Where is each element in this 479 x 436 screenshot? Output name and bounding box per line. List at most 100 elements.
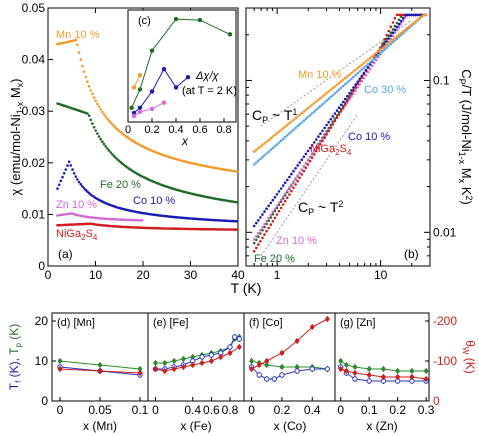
b-point <box>404 14 407 17</box>
b-series-Fe <box>252 13 428 245</box>
a-point <box>114 156 117 159</box>
b-point <box>356 72 360 75</box>
b-point <box>393 36 397 40</box>
b-point <box>312 101 316 105</box>
dg-xtick-label: 0 <box>57 403 64 417</box>
b-point <box>377 55 380 59</box>
c-xtick-label: 0.6 <box>192 124 207 136</box>
b-point <box>397 33 401 36</box>
b-point <box>368 67 372 71</box>
b-point <box>381 44 384 47</box>
panel-a: 0 10 20 30 40 0 0.01 0.02 0.03 0.04 0.05 (a) χ (em… <box>8 1 245 282</box>
b-point <box>294 126 297 130</box>
label-a-mn: Mn 10 % <box>56 29 100 41</box>
dg-point <box>338 358 343 364</box>
b-point <box>327 90 331 93</box>
b-point <box>286 123 289 127</box>
b-point <box>383 40 386 44</box>
b-point <box>257 243 260 246</box>
panel-g-xlabel: x (Zn) <box>366 419 397 433</box>
b-point <box>364 74 368 77</box>
b-point <box>263 233 266 236</box>
b-point <box>323 126 326 130</box>
dg-point <box>249 358 254 364</box>
b-point <box>375 58 378 62</box>
b-point <box>277 130 281 133</box>
label-b-mn: Mn 10 % <box>298 69 342 81</box>
panel-g-frame <box>334 312 430 402</box>
b-point <box>263 154 266 157</box>
b-point <box>306 149 310 153</box>
a-point <box>112 154 116 158</box>
b-point <box>273 216 277 220</box>
b-point <box>352 75 355 79</box>
b-point <box>360 80 364 83</box>
a-point <box>89 89 92 92</box>
b-point <box>344 97 347 101</box>
b-point <box>356 66 360 70</box>
a-ytick-label: 0.01 <box>22 207 46 221</box>
b-point <box>401 13 405 17</box>
dg-ytick-label-left: 20 <box>35 314 49 328</box>
b-point <box>337 111 341 114</box>
b-point <box>273 133 277 137</box>
b-point <box>364 64 368 68</box>
b-point <box>254 238 258 242</box>
b-point <box>389 31 393 34</box>
b-point <box>362 71 366 75</box>
b-point <box>288 175 291 179</box>
c-point <box>161 100 167 105</box>
dg-xtick-label: 0.4 <box>304 403 321 417</box>
b-point <box>321 103 324 106</box>
label-b-niga2s4: NiGa2S4 <box>310 143 352 157</box>
b-point <box>319 143 322 146</box>
b-point <box>395 35 399 38</box>
a-point <box>104 115 107 118</box>
bottom-right-ylabel: θW (K) <box>461 340 477 374</box>
b-point <box>271 219 275 223</box>
b-point <box>306 115 310 119</box>
dg-point <box>423 376 429 382</box>
b-point <box>283 199 287 203</box>
panel-e-label: (e) [Fe] <box>153 317 188 329</box>
dg-xtick-label: 0.4 <box>184 403 201 417</box>
dg-point <box>181 364 186 370</box>
a-xtick-label: 30 <box>184 268 198 282</box>
b-point <box>348 79 351 82</box>
b-point <box>327 97 331 101</box>
b-point <box>294 167 297 170</box>
b-point <box>254 161 258 164</box>
b-point <box>335 114 339 117</box>
b-point <box>401 19 405 22</box>
b-point <box>408 13 411 17</box>
dg-point <box>294 364 300 370</box>
c-point <box>137 72 143 78</box>
b-point <box>302 119 306 122</box>
b-point <box>286 134 289 137</box>
a-point <box>235 201 239 204</box>
b-point <box>341 106 345 109</box>
b-point <box>399 19 403 23</box>
a-series-Zn <box>56 212 144 222</box>
b-point <box>277 141 281 144</box>
c-point <box>161 66 167 72</box>
dg-point <box>352 364 358 370</box>
a-point <box>102 142 106 146</box>
a-point <box>106 147 109 150</box>
dg-point-open <box>208 352 215 358</box>
panel-a-ticks: 0 10 20 30 40 0 0.01 0.02 0.03 0.04 0.05 <box>22 1 245 282</box>
b-point <box>325 133 328 136</box>
b-point <box>259 228 262 232</box>
b-point <box>377 53 380 57</box>
dg-line-Tf <box>251 366 328 380</box>
b-point <box>259 216 262 219</box>
b-point <box>408 25 411 28</box>
b-point <box>399 31 403 35</box>
b-point <box>397 25 401 29</box>
b-point <box>304 152 308 156</box>
b-point <box>288 121 291 125</box>
a-point <box>109 121 112 124</box>
dg-point <box>352 370 358 376</box>
b-point <box>277 203 281 207</box>
